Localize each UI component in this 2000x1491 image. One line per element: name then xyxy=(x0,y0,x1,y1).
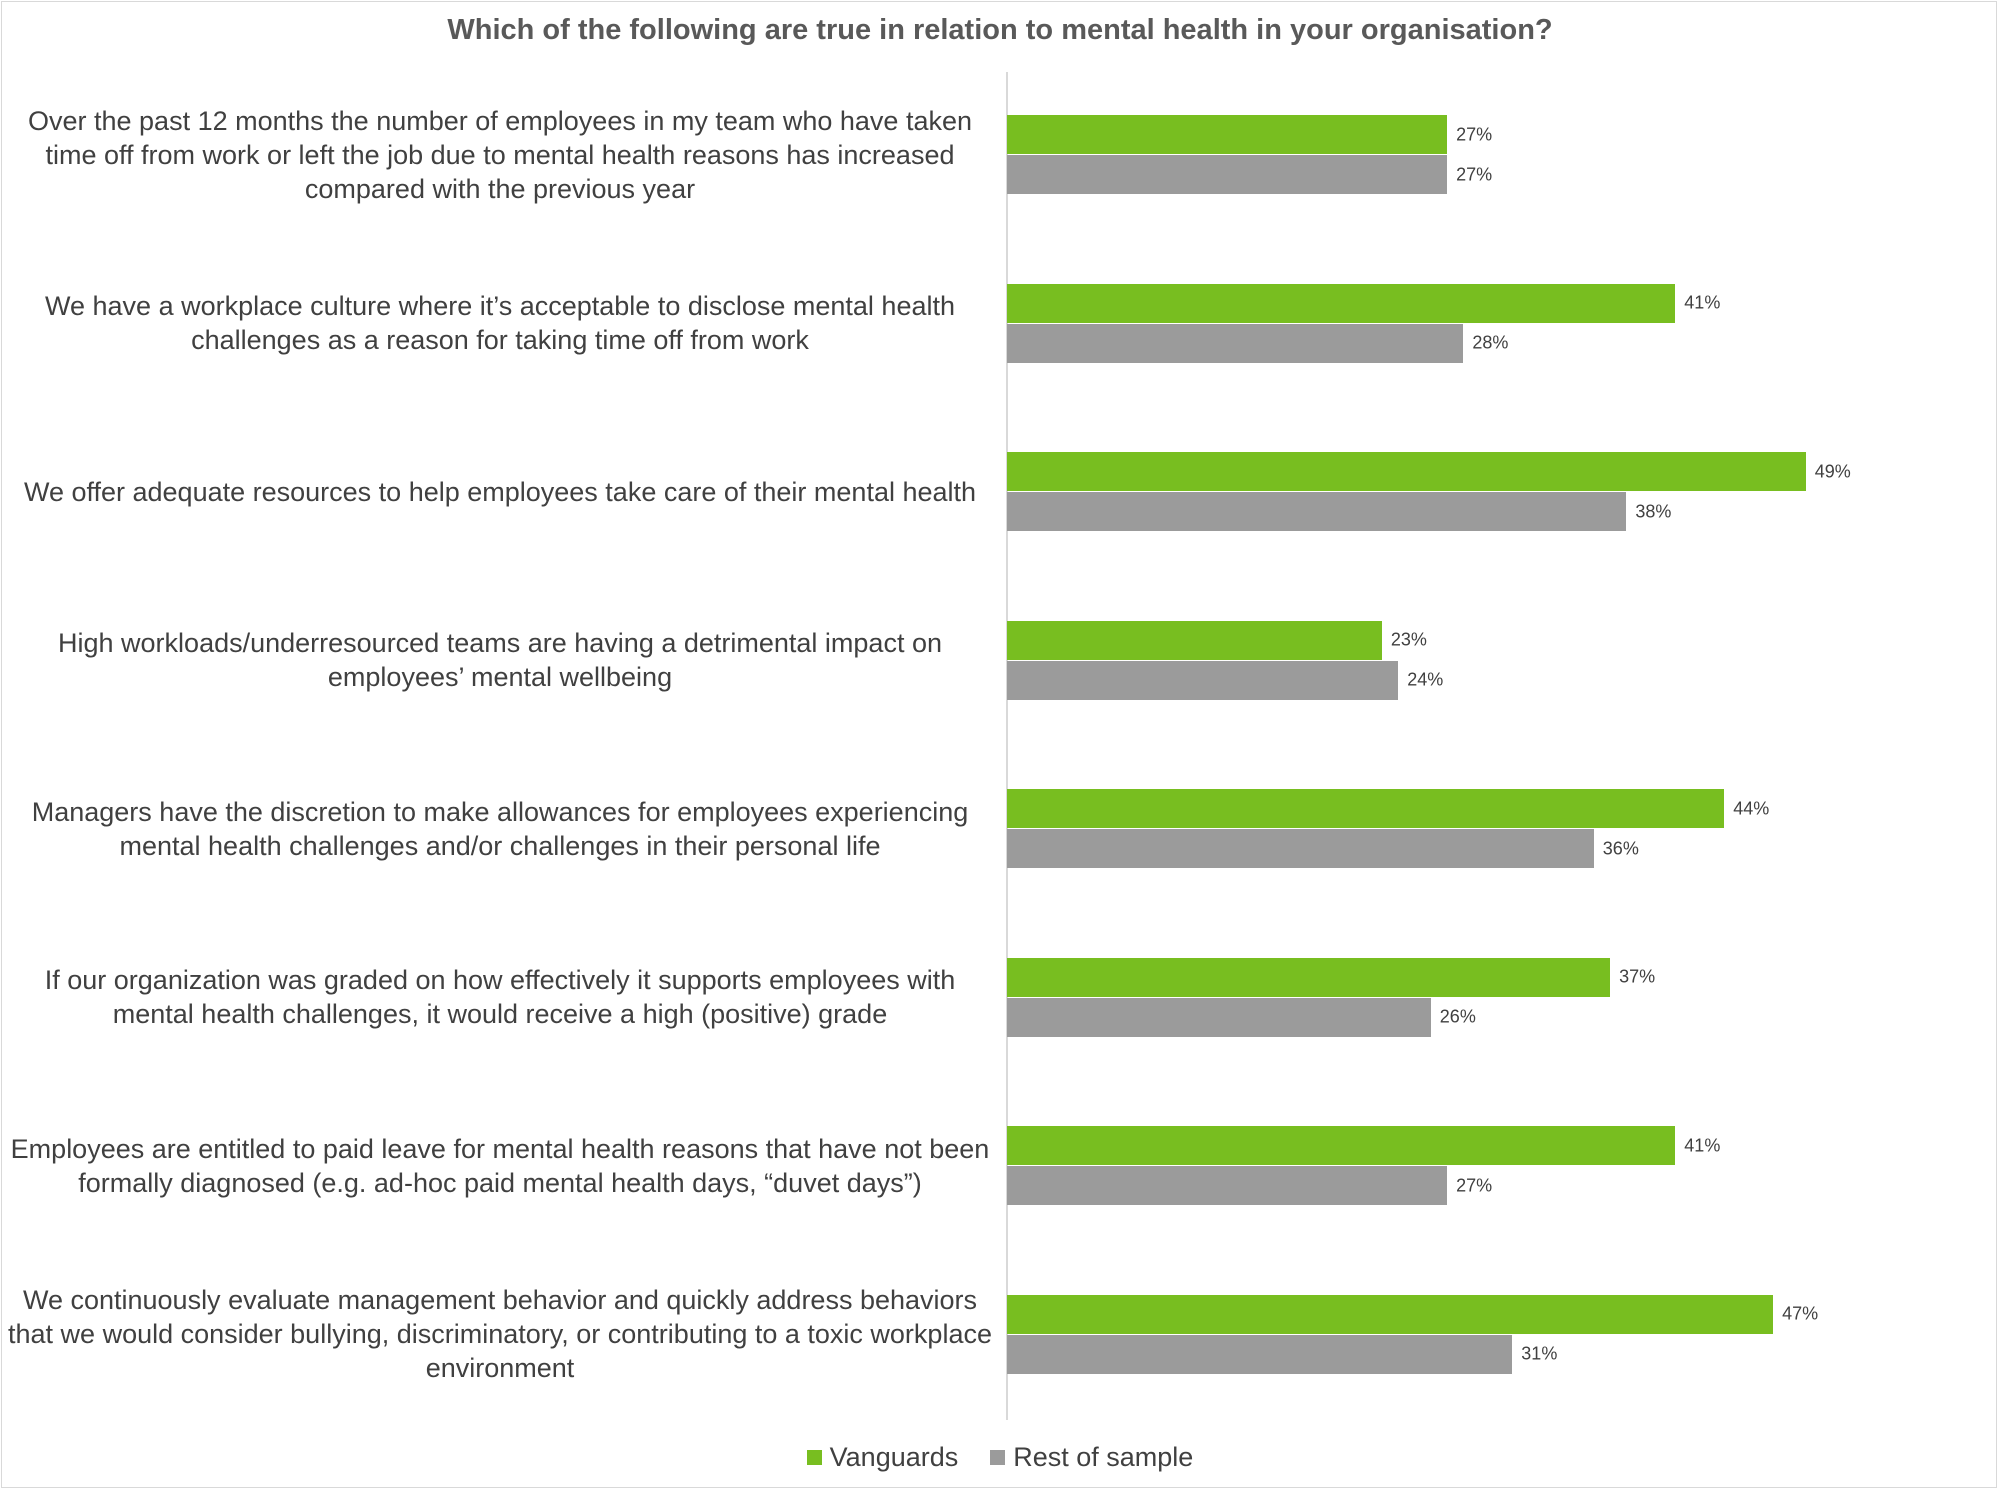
bar-vanguards xyxy=(1007,115,1448,154)
legend-label: Vanguards xyxy=(829,1442,959,1472)
bar-rest-of-sample xyxy=(1007,1334,1513,1374)
bar-vanguards xyxy=(1007,283,1676,323)
category-label: High workloads/underresourced teams are … xyxy=(58,628,942,692)
legend-swatch xyxy=(806,1450,822,1465)
bar-vanguards xyxy=(1007,620,1382,660)
data-label: 41% xyxy=(1684,1135,1721,1155)
data-label: 37% xyxy=(1619,966,1656,987)
bar-vanguards xyxy=(1007,1126,1676,1165)
bar-rest-of-sample xyxy=(1007,323,1464,363)
category-label: We offer adequate resources to help empl… xyxy=(23,476,977,507)
category-label: Managers have the discretion to make all… xyxy=(31,796,969,861)
legend-swatch xyxy=(990,1450,1006,1465)
data-label: 36% xyxy=(1602,838,1639,858)
legend-label: Rest of sample xyxy=(1013,1442,1194,1472)
data-label: 49% xyxy=(1814,461,1851,481)
category-label: Over the past 12 months the number of em… xyxy=(28,105,972,204)
category-label: If our organization was graded on how ef… xyxy=(44,965,956,1029)
data-label: 41% xyxy=(1684,292,1721,313)
data-label: 28% xyxy=(1472,332,1509,353)
data-label: 27% xyxy=(1456,164,1493,184)
bar-vanguards xyxy=(1007,1294,1774,1334)
data-label: 27% xyxy=(1456,1175,1493,1195)
data-label: 26% xyxy=(1439,1006,1476,1027)
data-label: 38% xyxy=(1635,501,1672,521)
bar-rest-of-sample xyxy=(1007,829,1594,868)
data-label: 31% xyxy=(1521,1343,1558,1364)
bar-rest-of-sample xyxy=(1007,660,1399,700)
bar-vanguards xyxy=(1007,957,1611,997)
bar-vanguards xyxy=(1007,452,1806,491)
category-axis-line xyxy=(1006,72,1008,1420)
legend: Vanguards Rest of sample xyxy=(0,1441,2000,1473)
category-label: Employees are entitled to paid leave for… xyxy=(10,1133,990,1198)
legend-item: Rest of sample xyxy=(990,1442,1193,1473)
data-label: 47% xyxy=(1782,1303,1819,1324)
bar-rest-of-sample xyxy=(1007,997,1431,1037)
data-label: 27% xyxy=(1456,124,1493,144)
data-label: 23% xyxy=(1390,629,1427,650)
bar-rest-of-sample xyxy=(1007,492,1627,531)
category-label: We continuously evaluate management beha… xyxy=(8,1285,992,1383)
bar-rest-of-sample xyxy=(1007,155,1448,194)
category-label: We have a workplace culture where it’s a… xyxy=(45,291,955,355)
legend-item: Vanguards xyxy=(806,1442,959,1473)
bar-vanguards xyxy=(1007,789,1725,828)
chart-title: Which of the following are true in relat… xyxy=(447,14,1553,46)
data-label: 24% xyxy=(1407,669,1444,690)
data-label: 44% xyxy=(1733,798,1770,818)
bar-rest-of-sample xyxy=(1007,1166,1448,1205)
